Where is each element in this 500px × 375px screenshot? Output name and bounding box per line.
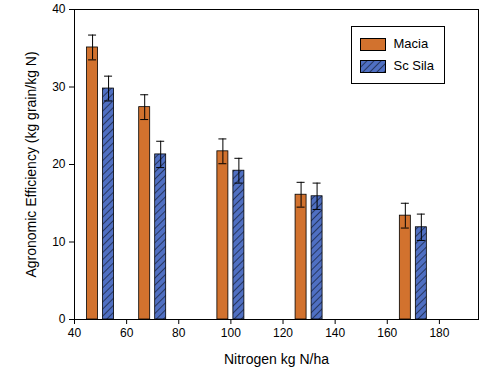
svg-text:10: 10 xyxy=(52,235,66,249)
svg-text:40: 40 xyxy=(52,2,66,16)
svg-text:40: 40 xyxy=(68,326,82,340)
svg-text:180: 180 xyxy=(429,326,449,340)
svg-text:80: 80 xyxy=(172,326,186,340)
svg-text:Agronomic Efficiency (kg grain: Agronomic Efficiency (kg grain/kg N) xyxy=(23,51,39,277)
svg-text:20: 20 xyxy=(52,157,66,171)
html-text:Macia: Macia xyxy=(393,36,429,51)
svg-text:30: 30 xyxy=(52,80,66,94)
svg-text:Nitrogen kg N/ha: Nitrogen kg N/ha xyxy=(224,351,329,367)
svg-text:100: 100 xyxy=(221,326,241,340)
html-text:Sc Sila: Sc Sila xyxy=(393,58,434,73)
svg-text:0: 0 xyxy=(59,312,66,326)
svg-text:160: 160 xyxy=(377,326,397,340)
svg-text:60: 60 xyxy=(120,326,134,340)
svg-text:140: 140 xyxy=(325,326,345,340)
svg-text:120: 120 xyxy=(273,326,293,340)
